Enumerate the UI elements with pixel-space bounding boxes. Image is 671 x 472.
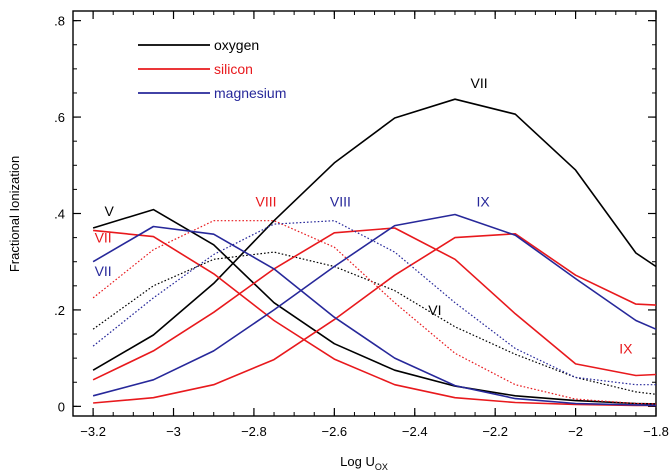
x-axis-title-main: Log U — [340, 454, 375, 469]
x-axis-title-subscript: OX — [375, 462, 388, 472]
oxygen-v-solid-line — [92, 208, 657, 405]
x-axis-title: Log UOX — [340, 454, 388, 472]
legend-label-magnesium: magnesium — [214, 85, 286, 101]
magnesium-viii-dotted-line — [92, 220, 656, 386]
x-tick-label: −2.4 — [402, 424, 428, 439]
silicon-vii-solid-line — [93, 229, 656, 407]
x-tick-label: −1.8 — [643, 424, 669, 439]
legend: oxygen silicon magnesium — [138, 37, 286, 101]
ion-label: VII — [95, 263, 112, 279]
ion-label: V — [105, 203, 115, 219]
y-tick-label: .8 — [54, 14, 65, 29]
ion-label: VII — [95, 229, 112, 245]
y-axis-title: Fractional Ionization — [7, 156, 22, 272]
y-tick-label: .2 — [54, 303, 65, 318]
x-tick-label: −2.6 — [322, 424, 348, 439]
silicon-ix-solid-line — [93, 233, 657, 404]
magnesium-ix-solid-line — [92, 213, 657, 397]
legend-label-oxygen: oxygen — [214, 37, 259, 53]
y-tick-label: 0 — [58, 399, 65, 414]
magnesium-vii-solid-line — [92, 225, 657, 407]
ion-label: IX — [476, 193, 490, 209]
legend-label-silicon: silicon — [214, 61, 253, 77]
x-tick-label: −3 — [166, 424, 181, 439]
ion-label: VI — [428, 302, 441, 318]
silicon-viii-solid-line — [92, 227, 657, 381]
axis-ticks: −3.2 −3 −2.8 −2.6 −2.4 −2.2 −2 −1.8 0 .2 .4 .6 .8 — [54, 11, 669, 439]
series-lines — [92, 98, 657, 407]
y-tick-label: .4 — [54, 207, 65, 222]
x-tick-label: −3.2 — [80, 424, 106, 439]
oxygen-vii-solid-line — [92, 98, 657, 371]
ion-label: IX — [619, 340, 633, 356]
oxygen-vi-dotted-line — [92, 251, 657, 395]
ion-label: VIII — [255, 193, 276, 209]
y-tick-label: .6 — [54, 110, 65, 125]
x-tick-label: −2.8 — [241, 424, 267, 439]
x-tick-label: −2 — [568, 424, 583, 439]
silicon-viii-dotted-line — [92, 220, 657, 405]
ion-label: VIII — [330, 193, 351, 209]
ion-label: VII — [471, 75, 488, 91]
ion-labels: VII V VII VII VIII VIII IX VI IX — [95, 75, 634, 356]
x-tick-label: −2.2 — [482, 424, 508, 439]
